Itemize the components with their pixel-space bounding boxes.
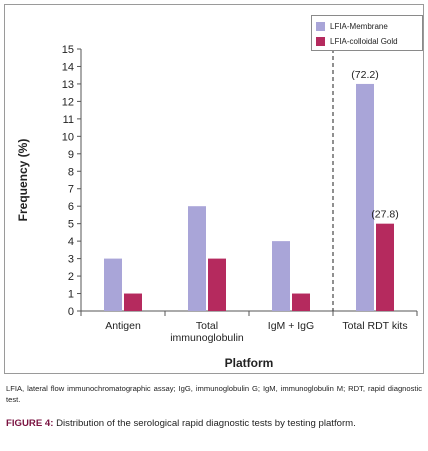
y-tick-label: 15 [62,44,74,56]
abbreviations-note: LFIA, lateral flow immunochromatographic… [6,384,422,404]
y-tick-label: 7 [68,184,74,196]
y-tick-label: 3 [68,254,74,266]
bar-colloidal-gold [208,258,226,311]
bar-colloidal-gold [292,293,310,311]
y-tick-label: 1 [68,289,74,301]
y-tick-label: 14 [62,61,74,73]
y-tick-label: 13 [62,79,74,91]
x-tick-label: immunoglobulin [170,332,244,344]
data-label: (27.8) [371,209,398,221]
y-tick-label: 5 [68,219,74,231]
x-tick-label: Antigen [105,320,141,332]
y-tick-label: 10 [62,131,74,143]
y-tick-label: 9 [68,149,74,161]
y-axis-title: Frequency (%) [16,139,30,222]
y-tick-label: 8 [68,166,74,178]
legend-swatch-membrane [316,22,325,31]
bar-membrane [356,83,374,311]
bar-colloidal-gold [376,223,394,311]
figure-label: FIGURE 4: [6,418,54,429]
y-tick-label: 11 [63,114,74,126]
y-tick-label: 4 [68,236,74,248]
chart-frame: 0 1 2 3 4 5 6 7 8 9 10 11 12 13 14 15 Antigen Total immuno… [4,4,424,374]
x-tick-label: IgM + IgG [268,320,314,332]
y-tick-label: 12 [62,96,74,108]
legend-label-membrane: LFIA-Membrane [330,22,388,31]
legend-item-membrane: LFIA-Membrane [316,19,418,34]
y-tick-label: 0 [68,306,74,318]
legend-item-colloidal-gold: LFIA-colloidal Gold [316,34,418,49]
legend-swatch-colloidal-gold [316,37,325,46]
legend-label-colloidal-gold: LFIA-colloidal Gold [330,37,398,46]
data-label: (72.2) [351,69,378,81]
legend: LFIA-Membrane LFIA-colloidal Gold [311,15,423,51]
y-tick-label: 6 [68,201,74,213]
figure-caption: FIGURE 4: Distribution of the serologica… [6,417,422,430]
figure-title: Distribution of the serological rapid di… [56,418,356,429]
bar-colloidal-gold [124,293,142,311]
x-axis-title: Platform [225,356,274,370]
bar-membrane [104,258,122,311]
bar-membrane [272,241,290,311]
y-tick-label: 2 [68,271,74,283]
x-tick-label: Total RDT kits [342,320,407,332]
bar-membrane [188,206,206,311]
x-tick-label: Total [196,320,218,332]
